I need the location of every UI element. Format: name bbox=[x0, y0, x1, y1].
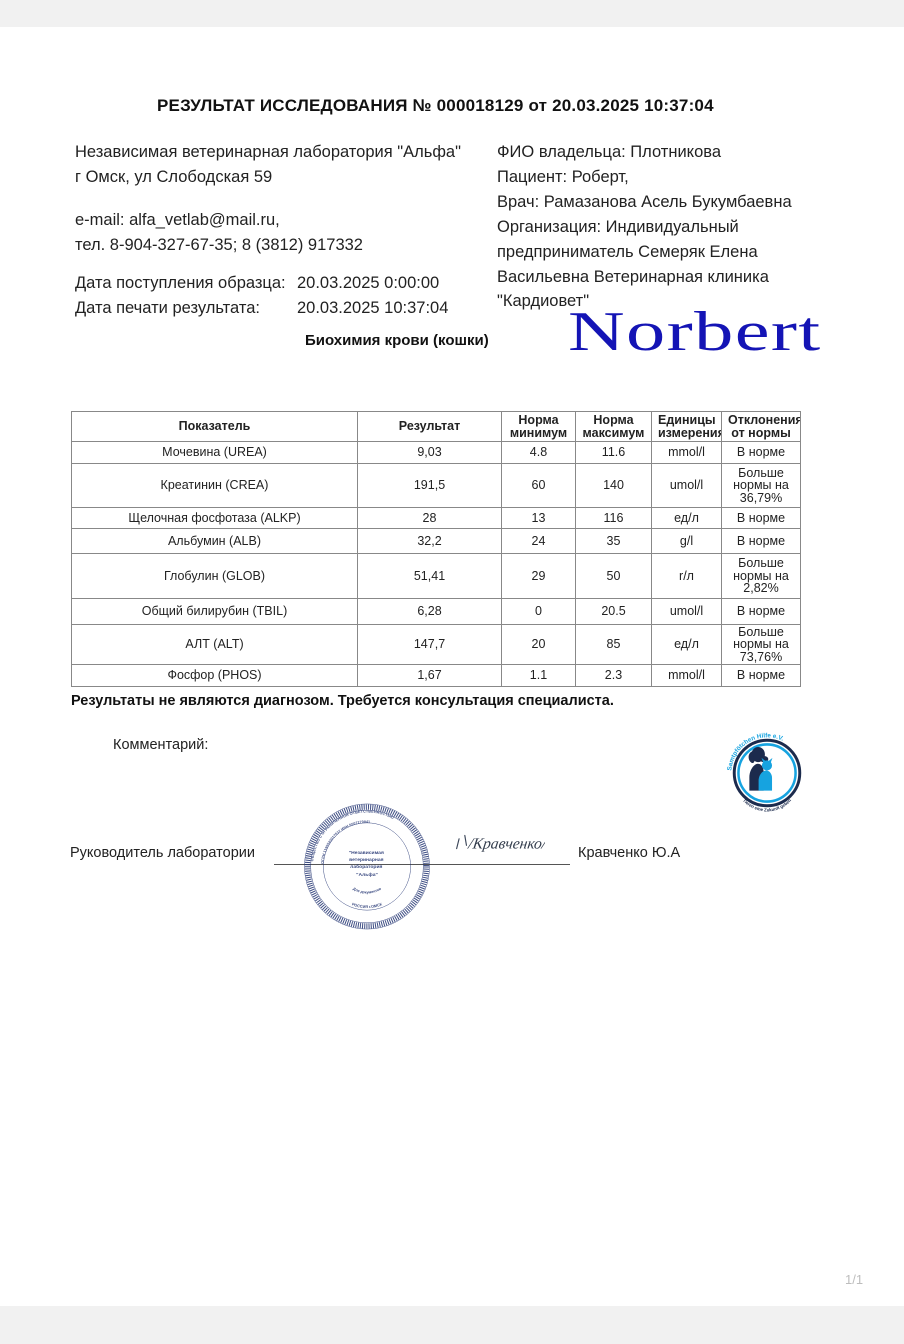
svg-text:/Кравченко/: /Кравченко/ bbox=[466, 836, 545, 853]
svg-text:РОССИЯ г.ОМСК: РОССИЯ г.ОМСК bbox=[351, 902, 383, 909]
svg-text:Для документов: Для документов bbox=[352, 886, 382, 894]
svg-text:"Независимая ветеринар: "Независимая ветеринарная лаборатория "А… bbox=[349, 850, 385, 878]
